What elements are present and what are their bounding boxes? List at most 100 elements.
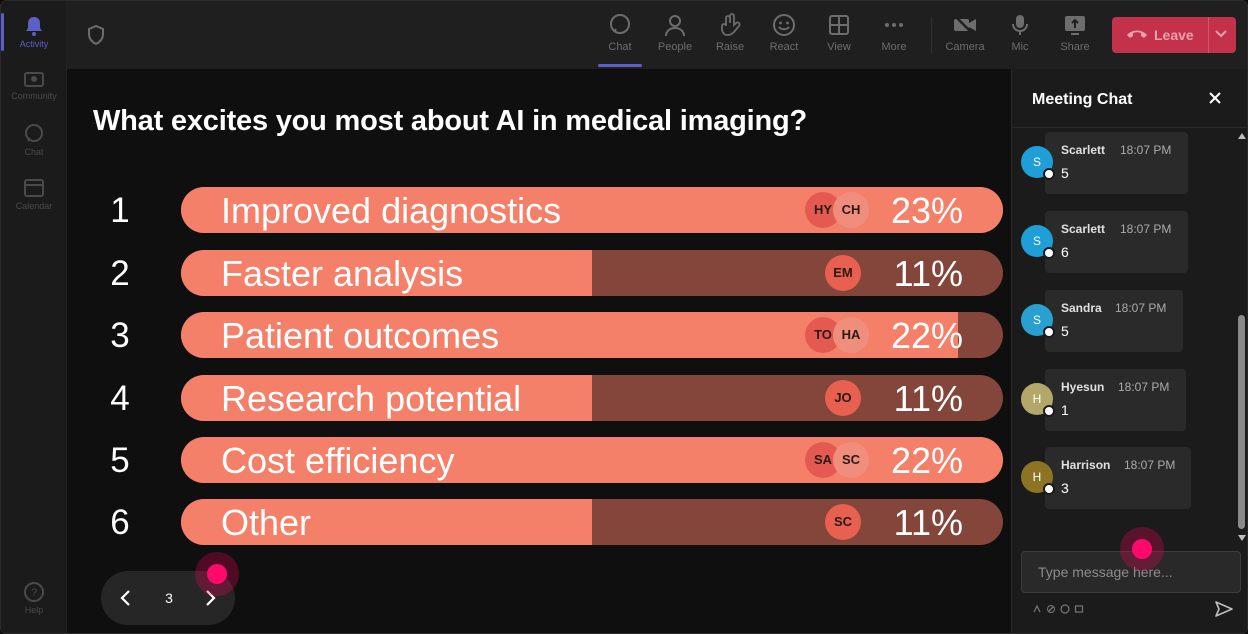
phone-hangup-icon: [1127, 30, 1147, 38]
sender-name: Scarlett: [1061, 222, 1106, 236]
cursor-indicator: [1120, 527, 1164, 571]
chat-divider: [1012, 127, 1247, 128]
leave-divider: [1208, 17, 1209, 53]
svg-text:?: ?: [31, 587, 37, 599]
chat-button[interactable]: Chat: [594, 11, 646, 67]
chat-message[interactable]: Hyesun 18:07 PM 1: [1045, 369, 1186, 431]
option-percent: 23%: [890, 190, 963, 231]
sender-avatar[interactable]: S: [1021, 304, 1055, 338]
message-text: 3: [1061, 480, 1069, 496]
sender-avatar[interactable]: S: [1021, 225, 1055, 259]
scroll-thumb[interactable]: [1238, 315, 1245, 529]
sender-name: Harrison: [1061, 458, 1111, 472]
participant-avatar: JO: [825, 380, 861, 416]
toolbar-divider: [931, 17, 932, 53]
mic-label: Mic: [1011, 41, 1029, 53]
sender-avatar[interactable]: H: [1021, 383, 1055, 417]
share-button[interactable]: Share: [1049, 11, 1101, 61]
option-label: Patient outcomes: [221, 315, 500, 356]
scroll-up-arrow[interactable]: [1238, 133, 1246, 139]
people-icon: [665, 15, 685, 37]
option-bar-fill: [181, 499, 592, 545]
presence-status-icon: [1043, 168, 1055, 180]
react-button[interactable]: React: [758, 11, 810, 61]
message-input[interactable]: [1022, 552, 1240, 592]
poll-option-row: 6 Other SC 11%: [97, 499, 1007, 547]
message-text: 5: [1061, 165, 1069, 181]
cursor-indicator: [195, 552, 239, 596]
option-label: Other: [221, 502, 312, 543]
camera-off-icon: [954, 15, 976, 36]
participant-avatar: SC: [825, 504, 861, 540]
participant-avatar: HA: [833, 317, 869, 353]
more-label: More: [881, 41, 907, 53]
rail-item-help[interactable]: ? Help: [1, 573, 67, 623]
rail-item-calendar[interactable]: Calendar: [1, 169, 67, 219]
option-percent: 22%: [890, 440, 963, 481]
chevron-down-icon[interactable]: [1214, 29, 1228, 39]
message-time: 18:07 PM: [1120, 222, 1172, 236]
participant-avatar: CH: [833, 192, 869, 228]
option-rank: 5: [110, 441, 130, 480]
message-time: 18:07 PM: [1120, 143, 1172, 157]
chat-scrollbar[interactable]: [1236, 131, 1247, 543]
chevron-left-icon[interactable]: [119, 589, 133, 607]
scroll-down-arrow[interactable]: [1238, 535, 1246, 541]
rail-item-chat[interactable]: Chat: [1, 115, 67, 165]
option-percent: 11%: [893, 378, 963, 419]
mic-button[interactable]: Mic: [994, 11, 1046, 61]
close-icon[interactable]: [1208, 91, 1222, 105]
sender-name: Scarlett: [1061, 143, 1106, 157]
meeting-toolbar: Chat People Raise React View More Camera: [67, 1, 1247, 69]
rail-item-activity[interactable]: Activity: [1, 7, 67, 57]
presence-status-icon: [1043, 247, 1055, 259]
more-button[interactable]: More: [868, 11, 920, 61]
rail-item-community[interactable]: Community: [1, 61, 67, 111]
leave-button[interactable]: Leave: [1112, 17, 1236, 53]
option-percent: 22%: [890, 315, 963, 356]
message-text: 1: [1061, 402, 1069, 418]
chat-label: Chat: [608, 41, 632, 53]
option-label: Faster analysis: [221, 253, 464, 294]
format-icon[interactable]: [1032, 604, 1042, 614]
option-label: Research potential: [221, 378, 522, 419]
poll-option-row: 5 Cost efficiency SA SC 22%: [97, 437, 1007, 485]
camera-button[interactable]: Camera: [939, 11, 991, 61]
avatar-initial: S: [1032, 234, 1041, 248]
option-bar: Research potential JO 11%: [181, 375, 1003, 421]
emoji-icon[interactable]: [1060, 604, 1070, 614]
people-label: People: [657, 41, 693, 53]
sender-avatar[interactable]: H: [1021, 461, 1055, 495]
gif-icon[interactable]: [1074, 604, 1084, 614]
avatar-initial: H: [1032, 470, 1042, 484]
raise-hand-button[interactable]: Raise: [704, 11, 756, 61]
chat-message[interactable]: Sandra 18:07 PM 5: [1045, 290, 1183, 352]
send-icon[interactable]: [1214, 600, 1234, 618]
option-rank: 4: [110, 379, 130, 418]
message-time: 18:07 PM: [1124, 458, 1176, 472]
avatar-initial: H: [1032, 392, 1042, 406]
participant-avatar: SA: [805, 442, 841, 478]
view-label: View: [827, 41, 851, 53]
chat-message[interactable]: Scarlett 18:07 PM 6: [1045, 211, 1188, 273]
message-compose-box[interactable]: [1021, 551, 1241, 593]
poll-option-row: 3 Patient outcomes TO HA 22%: [97, 312, 1007, 360]
mic-icon: [1012, 15, 1028, 35]
chat-icon: [25, 124, 43, 142]
chevron-right-icon[interactable]: [203, 589, 217, 607]
poll-option-row: 4 Research potential JO 11%: [97, 375, 1007, 423]
smiley-icon: [773, 14, 795, 36]
grid-icon: [829, 15, 849, 35]
option-bar-fill: [181, 375, 592, 421]
chat-message[interactable]: Scarlett 18:07 PM 5: [1045, 132, 1188, 194]
rail-label: Community: [11, 91, 57, 101]
sender-avatar[interactable]: S: [1021, 146, 1055, 180]
people-button[interactable]: People: [649, 11, 701, 61]
community-icon: [24, 72, 44, 87]
attach-icon[interactable]: [1046, 604, 1056, 614]
option-bar: Patient outcomes TO HA 22%: [181, 312, 1003, 358]
shield-icon[interactable]: [87, 25, 105, 45]
view-button[interactable]: View: [813, 11, 865, 61]
chat-message[interactable]: Harrison 18:07 PM 3: [1045, 447, 1191, 509]
